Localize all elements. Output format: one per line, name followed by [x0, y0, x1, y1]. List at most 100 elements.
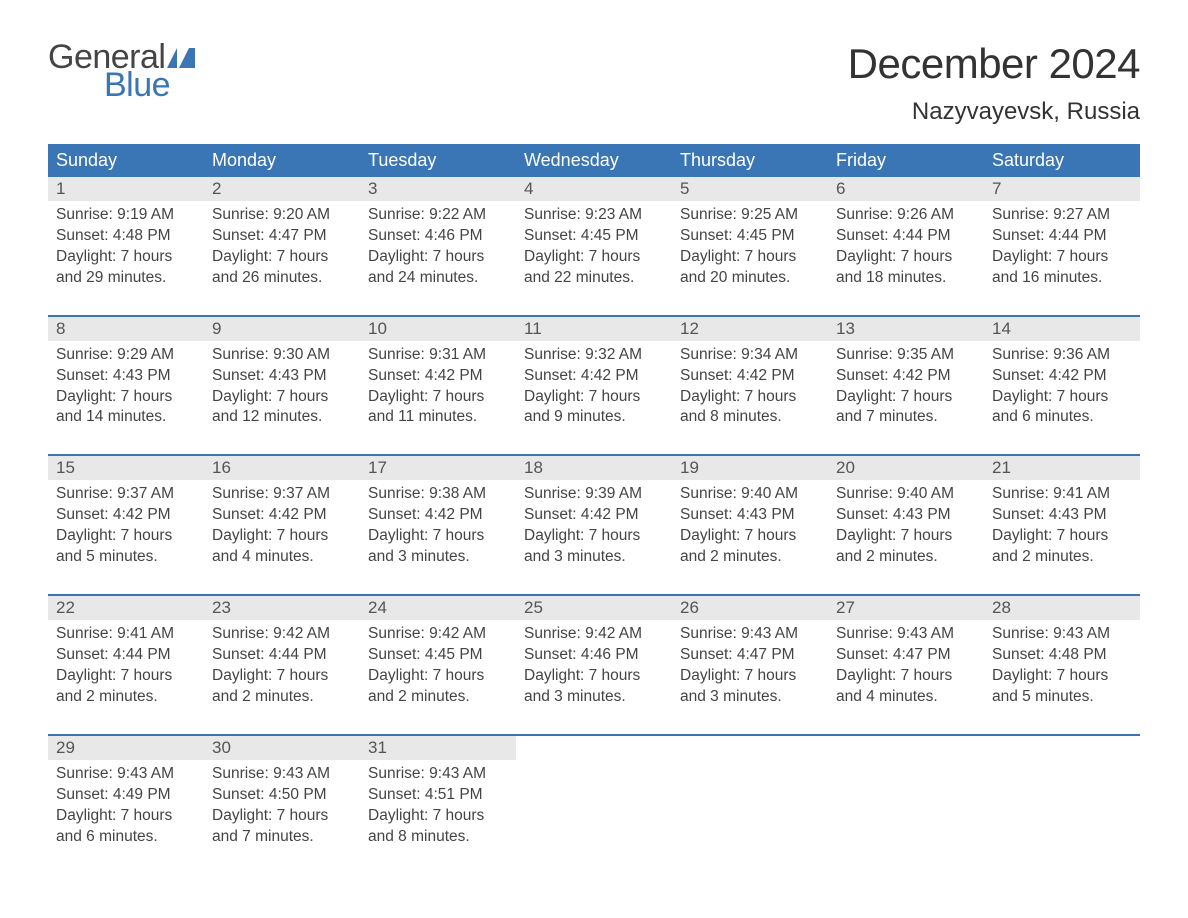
sunset-line: Sunset: 4:51 PM [368, 785, 508, 806]
sunset-line: Sunset: 4:47 PM [836, 645, 976, 666]
sunrise-line: Sunrise: 9:43 AM [368, 764, 508, 785]
day-number: 31 [360, 736, 516, 760]
day-cell: 14Sunrise: 9:36 AMSunset: 4:42 PMDayligh… [984, 317, 1140, 441]
day-number: 2 [204, 177, 360, 201]
day-number: 12 [672, 317, 828, 341]
day-number: 27 [828, 596, 984, 620]
day-number: 22 [48, 596, 204, 620]
sunrise-line: Sunrise: 9:23 AM [524, 205, 664, 226]
sunrise-line: Sunrise: 9:37 AM [212, 484, 352, 505]
day-number [828, 736, 984, 740]
day-details: Sunrise: 9:32 AMSunset: 4:42 PMDaylight:… [516, 341, 672, 441]
day-cell: 16Sunrise: 9:37 AMSunset: 4:42 PMDayligh… [204, 456, 360, 580]
sunrise-line: Sunrise: 9:43 AM [836, 624, 976, 645]
sunset-line: Sunset: 4:42 PM [524, 505, 664, 526]
day-cell: 12Sunrise: 9:34 AMSunset: 4:42 PMDayligh… [672, 317, 828, 441]
day-details: Sunrise: 9:42 AMSunset: 4:45 PMDaylight:… [360, 620, 516, 720]
day-details: Sunrise: 9:19 AMSunset: 4:48 PMDaylight:… [48, 201, 204, 301]
sunrise-line: Sunrise: 9:27 AM [992, 205, 1132, 226]
daylight-line: Daylight: 7 hours and 11 minutes. [368, 387, 508, 429]
sunrise-line: Sunrise: 9:40 AM [680, 484, 820, 505]
week-gap [48, 440, 1140, 454]
day-cell: 8Sunrise: 9:29 AMSunset: 4:43 PMDaylight… [48, 317, 204, 441]
day-cell: 28Sunrise: 9:43 AMSunset: 4:48 PMDayligh… [984, 596, 1140, 720]
day-number: 10 [360, 317, 516, 341]
day-details: Sunrise: 9:43 AMSunset: 4:50 PMDaylight:… [204, 760, 360, 860]
daylight-line: Daylight: 7 hours and 7 minutes. [836, 387, 976, 429]
daylight-line: Daylight: 7 hours and 2 minutes. [680, 526, 820, 568]
daylight-line: Daylight: 7 hours and 4 minutes. [212, 526, 352, 568]
daylight-line: Daylight: 7 hours and 16 minutes. [992, 247, 1132, 289]
day-details: Sunrise: 9:26 AMSunset: 4:44 PMDaylight:… [828, 201, 984, 301]
sunrise-line: Sunrise: 9:41 AM [992, 484, 1132, 505]
day-cell: 6Sunrise: 9:26 AMSunset: 4:44 PMDaylight… [828, 177, 984, 301]
weekday-header: Sunday [48, 144, 204, 177]
flag-icon [167, 48, 195, 68]
daylight-line: Daylight: 7 hours and 2 minutes. [992, 526, 1132, 568]
sunset-line: Sunset: 4:43 PM [836, 505, 976, 526]
sunset-line: Sunset: 4:43 PM [212, 366, 352, 387]
day-cell: 9Sunrise: 9:30 AMSunset: 4:43 PMDaylight… [204, 317, 360, 441]
day-cell [672, 736, 828, 860]
sunrise-line: Sunrise: 9:25 AM [680, 205, 820, 226]
day-number [672, 736, 828, 740]
day-number: 29 [48, 736, 204, 760]
day-number: 18 [516, 456, 672, 480]
week-row: 22Sunrise: 9:41 AMSunset: 4:44 PMDayligh… [48, 594, 1140, 720]
sunrise-line: Sunrise: 9:36 AM [992, 345, 1132, 366]
day-details: Sunrise: 9:39 AMSunset: 4:42 PMDaylight:… [516, 480, 672, 580]
daylight-line: Daylight: 7 hours and 14 minutes. [56, 387, 196, 429]
sunset-line: Sunset: 4:42 PM [212, 505, 352, 526]
sunset-line: Sunset: 4:44 PM [56, 645, 196, 666]
week-row: 1Sunrise: 9:19 AMSunset: 4:48 PMDaylight… [48, 177, 1140, 301]
day-cell: 5Sunrise: 9:25 AMSunset: 4:45 PMDaylight… [672, 177, 828, 301]
day-cell: 29Sunrise: 9:43 AMSunset: 4:49 PMDayligh… [48, 736, 204, 860]
daylight-line: Daylight: 7 hours and 2 minutes. [56, 666, 196, 708]
daylight-line: Daylight: 7 hours and 2 minutes. [836, 526, 976, 568]
day-number: 19 [672, 456, 828, 480]
week-gap [48, 580, 1140, 594]
day-number: 4 [516, 177, 672, 201]
sunset-line: Sunset: 4:44 PM [836, 226, 976, 247]
sunrise-line: Sunrise: 9:37 AM [56, 484, 196, 505]
logo-word-blue: Blue [104, 68, 195, 102]
daylight-line: Daylight: 7 hours and 3 minutes. [524, 526, 664, 568]
day-cell: 27Sunrise: 9:43 AMSunset: 4:47 PMDayligh… [828, 596, 984, 720]
sunrise-line: Sunrise: 9:42 AM [212, 624, 352, 645]
day-details: Sunrise: 9:40 AMSunset: 4:43 PMDaylight:… [672, 480, 828, 580]
sunrise-line: Sunrise: 9:43 AM [992, 624, 1132, 645]
sunrise-line: Sunrise: 9:41 AM [56, 624, 196, 645]
sunrise-line: Sunrise: 9:39 AM [524, 484, 664, 505]
daylight-line: Daylight: 7 hours and 8 minutes. [680, 387, 820, 429]
sunset-line: Sunset: 4:47 PM [212, 226, 352, 247]
day-number [984, 736, 1140, 740]
sunrise-line: Sunrise: 9:22 AM [368, 205, 508, 226]
sunrise-line: Sunrise: 9:34 AM [680, 345, 820, 366]
sunrise-line: Sunrise: 9:29 AM [56, 345, 196, 366]
sunset-line: Sunset: 4:44 PM [212, 645, 352, 666]
day-number: 17 [360, 456, 516, 480]
day-number: 26 [672, 596, 828, 620]
sunset-line: Sunset: 4:43 PM [56, 366, 196, 387]
day-number: 6 [828, 177, 984, 201]
day-details: Sunrise: 9:29 AMSunset: 4:43 PMDaylight:… [48, 341, 204, 441]
day-number: 15 [48, 456, 204, 480]
day-details: Sunrise: 9:42 AMSunset: 4:44 PMDaylight:… [204, 620, 360, 720]
day-number: 30 [204, 736, 360, 760]
day-details: Sunrise: 9:27 AMSunset: 4:44 PMDaylight:… [984, 201, 1140, 301]
location-label: Nazyvayevsk, Russia [848, 98, 1140, 126]
day-details: Sunrise: 9:34 AMSunset: 4:42 PMDaylight:… [672, 341, 828, 441]
sunrise-line: Sunrise: 9:42 AM [368, 624, 508, 645]
day-cell: 20Sunrise: 9:40 AMSunset: 4:43 PMDayligh… [828, 456, 984, 580]
day-details: Sunrise: 9:35 AMSunset: 4:42 PMDaylight:… [828, 341, 984, 441]
week-gap [48, 720, 1140, 734]
day-cell [516, 736, 672, 860]
day-details: Sunrise: 9:37 AMSunset: 4:42 PMDaylight:… [204, 480, 360, 580]
day-cell: 23Sunrise: 9:42 AMSunset: 4:44 PMDayligh… [204, 596, 360, 720]
day-details: Sunrise: 9:31 AMSunset: 4:42 PMDaylight:… [360, 341, 516, 441]
daylight-line: Daylight: 7 hours and 22 minutes. [524, 247, 664, 289]
daylight-line: Daylight: 7 hours and 18 minutes. [836, 247, 976, 289]
sunset-line: Sunset: 4:43 PM [992, 505, 1132, 526]
page-header: General Blue December 2024 Nazyvayevsk, … [48, 40, 1140, 126]
day-number: 21 [984, 456, 1140, 480]
